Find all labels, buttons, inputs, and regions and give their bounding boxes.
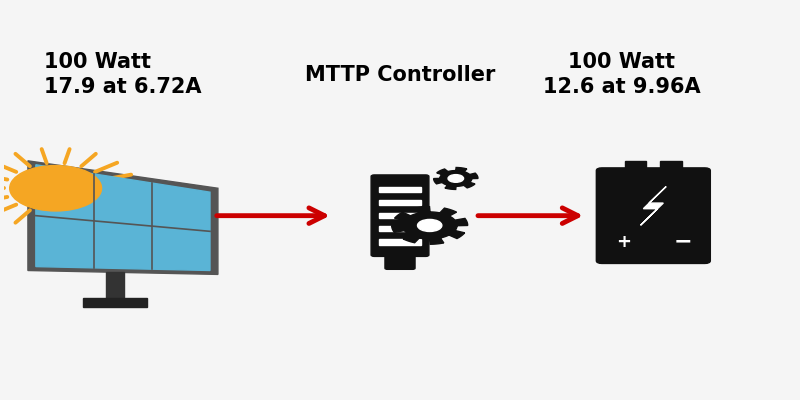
Polygon shape — [28, 161, 218, 274]
Text: MTTP Controller: MTTP Controller — [305, 65, 495, 85]
Circle shape — [448, 175, 463, 182]
Text: 100 Watt
17.9 at 6.72A: 100 Watt 17.9 at 6.72A — [44, 52, 202, 98]
FancyBboxPatch shape — [371, 175, 429, 256]
Polygon shape — [434, 168, 478, 190]
Text: +: + — [617, 233, 631, 251]
Polygon shape — [36, 165, 210, 270]
Text: −: − — [674, 232, 692, 252]
Bar — [106, 272, 124, 298]
Bar — [379, 187, 421, 192]
Bar — [379, 200, 421, 205]
Circle shape — [10, 166, 102, 211]
Text: 100 Watt
12.6 at 9.96A: 100 Watt 12.6 at 9.96A — [543, 52, 701, 98]
Circle shape — [418, 220, 442, 232]
Bar — [625, 161, 646, 171]
FancyBboxPatch shape — [385, 255, 415, 269]
Bar — [379, 213, 421, 218]
Bar — [661, 161, 682, 171]
Bar — [379, 226, 421, 232]
Bar — [379, 240, 421, 244]
FancyBboxPatch shape — [596, 168, 710, 264]
Polygon shape — [641, 186, 666, 225]
Polygon shape — [392, 207, 468, 244]
Bar — [83, 298, 146, 306]
